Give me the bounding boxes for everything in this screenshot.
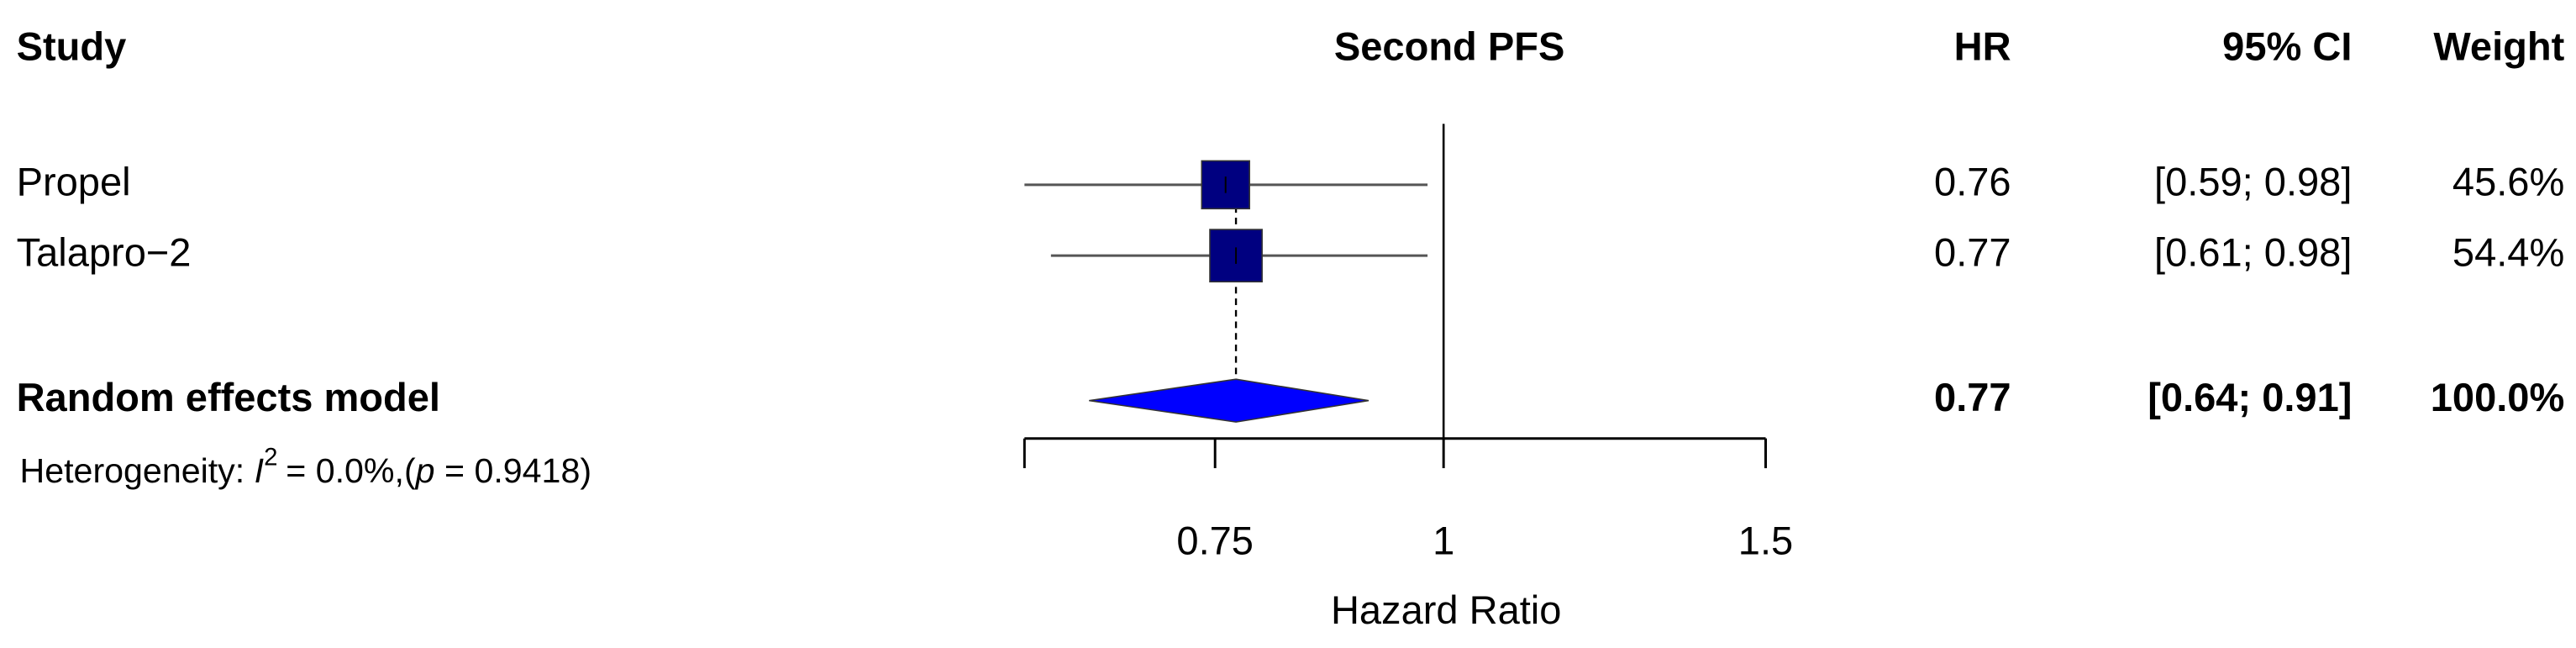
ci-header: 95% CI [2222,24,2352,69]
x-tick-label: 0.75 [1176,519,1254,563]
het-label: Heterogeneity: [20,451,245,490]
ci-value: [0.61; 0.98] [2154,230,2352,275]
pooled-diamond [1089,378,1369,423]
hr-value: 0.76 [1934,159,2011,203]
study-header: Study [17,24,127,69]
x-axis-label: Hazard Ratio [1331,587,1561,632]
pooled-ci: [0.64; 0.91] [2148,375,2352,419]
study-label: Talapro−2 [17,230,192,275]
study-label: Propel [17,159,131,203]
heterogeneity: Heterogeneity: I2 = 0.0%,(p = 0.9418) [20,443,592,490]
weight-value: 45.6% [2452,159,2564,203]
x-tick-label: 1.5 [1738,519,1793,563]
weight-value: 54.4% [2452,230,2564,275]
het-i2-symbol: I [255,451,264,490]
hr-header: HR [1954,24,2011,69]
het-p-symbol: p [414,451,435,490]
het-i2-exponent: 2 [264,443,277,471]
weight-header: Weight [2433,24,2564,69]
chart-title: Second PFS [1334,24,1564,69]
x-tick-label: 1 [1433,519,1454,563]
pooled-label: Random effects model [17,375,440,419]
ci-value: [0.59; 0.98] [2154,159,2352,203]
hr-value: 0.77 [1934,230,2011,275]
pooled-hr: 0.77 [1934,375,2011,419]
pooled-weight: 100.0% [2431,375,2565,419]
het-p-label: = 0.9418) [444,451,591,490]
het-i2-label: = 0.0%,( [286,451,416,490]
